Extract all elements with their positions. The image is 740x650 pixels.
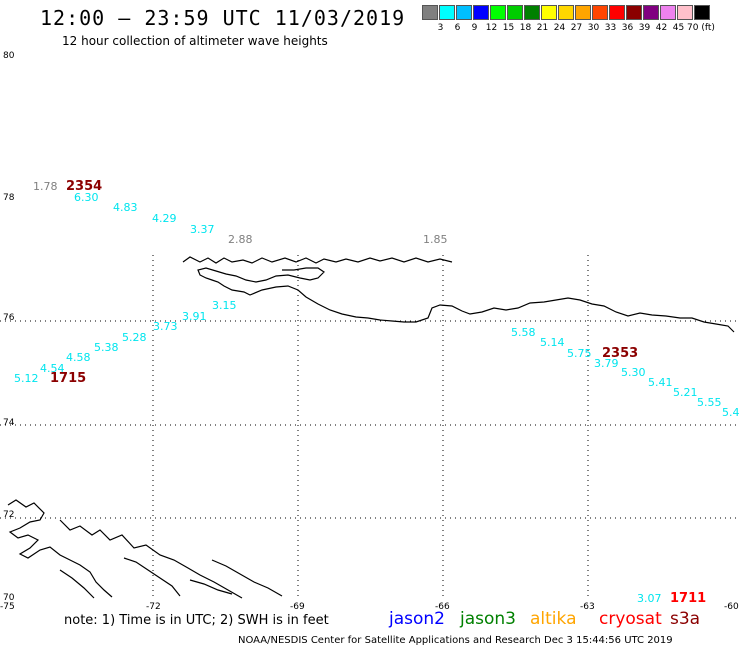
wave-height-label: 4.58 [66, 351, 91, 364]
lon-label: -63 [580, 602, 595, 612]
color-swatch: 70 (ft) [677, 5, 715, 33]
greenland-coast [182, 256, 735, 333]
color-scale-label: 18 [519, 23, 532, 33]
wave-height-label: 3.91 [182, 310, 207, 323]
color-swatch: 45 [660, 5, 684, 33]
satellite-legend-jason3: jason3 [460, 609, 516, 629]
track-time-label: 2354 [66, 179, 102, 194]
lat-label: 74 [3, 418, 15, 428]
color-swatch: 15 [490, 5, 514, 33]
baffin-coast [7, 499, 283, 599]
wave-height-label: 1.78 [33, 180, 58, 193]
wave-height-label: 4.29 [152, 212, 177, 225]
color-scale-label: 15 [502, 23, 515, 33]
wave-height-label: 1.85 [423, 233, 448, 246]
color-scale-legend: 3 6 9 12 15 18 21 24 27 30 33 36 39 42 45 70 (ft) [422, 5, 715, 33]
lat-label: 70 [3, 593, 15, 603]
satellite-legend-jason2: jason2 [389, 609, 445, 629]
lon-label: -72 [146, 602, 161, 612]
wave-height-label: 3.79 [594, 357, 619, 370]
wave-height-label: 5.28 [122, 331, 147, 344]
color-swatch: 9 [456, 5, 477, 33]
color-scale-label: 39 [638, 23, 651, 33]
wave-height-label: 5.55 [697, 396, 722, 409]
lat-label: 80 [3, 51, 15, 61]
note-text: note: 1) Time is in UTC; 2) SWH is in fe… [64, 613, 329, 628]
color-swatch: 27 [558, 5, 582, 33]
lat-label: 72 [3, 510, 14, 520]
lon-label: -75 [0, 602, 15, 612]
lon-label: -66 [435, 602, 450, 612]
map-title: 12:00 – 23:59 UTC 11/03/2019 [40, 6, 406, 30]
color-swatch: 21 [524, 5, 548, 33]
color-scale-label: 36 [621, 23, 634, 33]
coastline [7, 256, 735, 599]
lon-label: -69 [290, 602, 305, 612]
wave-height-label: 5.21 [673, 386, 698, 399]
wave-height-label: 5.12 [14, 372, 39, 385]
color-scale-label: 27 [570, 23, 583, 33]
color-scale-label: 21 [536, 23, 549, 33]
color-swatch: 12 [473, 5, 497, 33]
color-scale-label: 12 [485, 23, 498, 33]
color-swatch: 18 [507, 5, 531, 33]
lon-label: -60 [724, 602, 739, 612]
wave-height-label: 5.58 [511, 326, 536, 339]
track-time-label: 1715 [50, 371, 86, 386]
footer-credit: NOAA/NESDIS Center for Satellite Applica… [238, 635, 673, 646]
color-swatch: 3 [422, 5, 443, 33]
wave-height-label: 4.83 [113, 201, 138, 214]
lat-label: 76 [3, 313, 15, 323]
wave-height-label: 3.73 [153, 320, 178, 333]
map-subtitle: 12 hour collection of altimeter wave hei… [62, 34, 328, 48]
wave-height-label: 3.37 [190, 223, 215, 236]
color-swatch [694, 5, 710, 20]
lat-label: 78 [3, 193, 15, 203]
wave-height-label: 3.07 [637, 592, 662, 605]
color-swatch: 39 [626, 5, 650, 33]
color-swatch: 33 [592, 5, 616, 33]
wave-height-label: 5.30 [621, 366, 646, 379]
color-swatch: 6 [439, 5, 460, 33]
color-scale-label: 30 [587, 23, 600, 33]
wave-height-label: 5.42 [722, 406, 740, 419]
wave-height-label: 6.30 [74, 191, 99, 204]
wave-height-label: 5.14 [540, 336, 565, 349]
color-scale-label: 9 [471, 23, 478, 33]
color-scale-label: 45 [672, 23, 685, 33]
color-swatch: 36 [609, 5, 633, 33]
wave-height-label: 5.38 [94, 341, 119, 354]
graticule [0, 255, 740, 600]
wave-height-label: 4.54 [40, 362, 65, 375]
wave-height-label: 5.41 [648, 376, 673, 389]
wave-height-label: 5.75 [567, 347, 592, 360]
wave-height-label: 2.88 [228, 233, 253, 246]
satellite-legend-altika: altika [530, 609, 577, 629]
wave-height-label: 3.15 [212, 299, 237, 312]
color-scale-label: 70 (ft) [687, 23, 715, 33]
track-time-label: 2353 [602, 346, 638, 361]
color-scale-label: 3 [437, 23, 444, 33]
color-swatch: 24 [541, 5, 565, 33]
color-scale-label: 24 [553, 23, 566, 33]
color-swatch: 30 [575, 5, 599, 33]
track-time-label: 1711 [670, 591, 706, 606]
color-scale-label: 42 [655, 23, 668, 33]
color-scale-label: 33 [604, 23, 617, 33]
satellite-legend-cryosat: cryosat [599, 609, 662, 629]
color-scale-label: 6 [454, 23, 461, 33]
color-swatch: 42 [643, 5, 667, 33]
satellite-legend-s3a: s3a [670, 609, 701, 629]
